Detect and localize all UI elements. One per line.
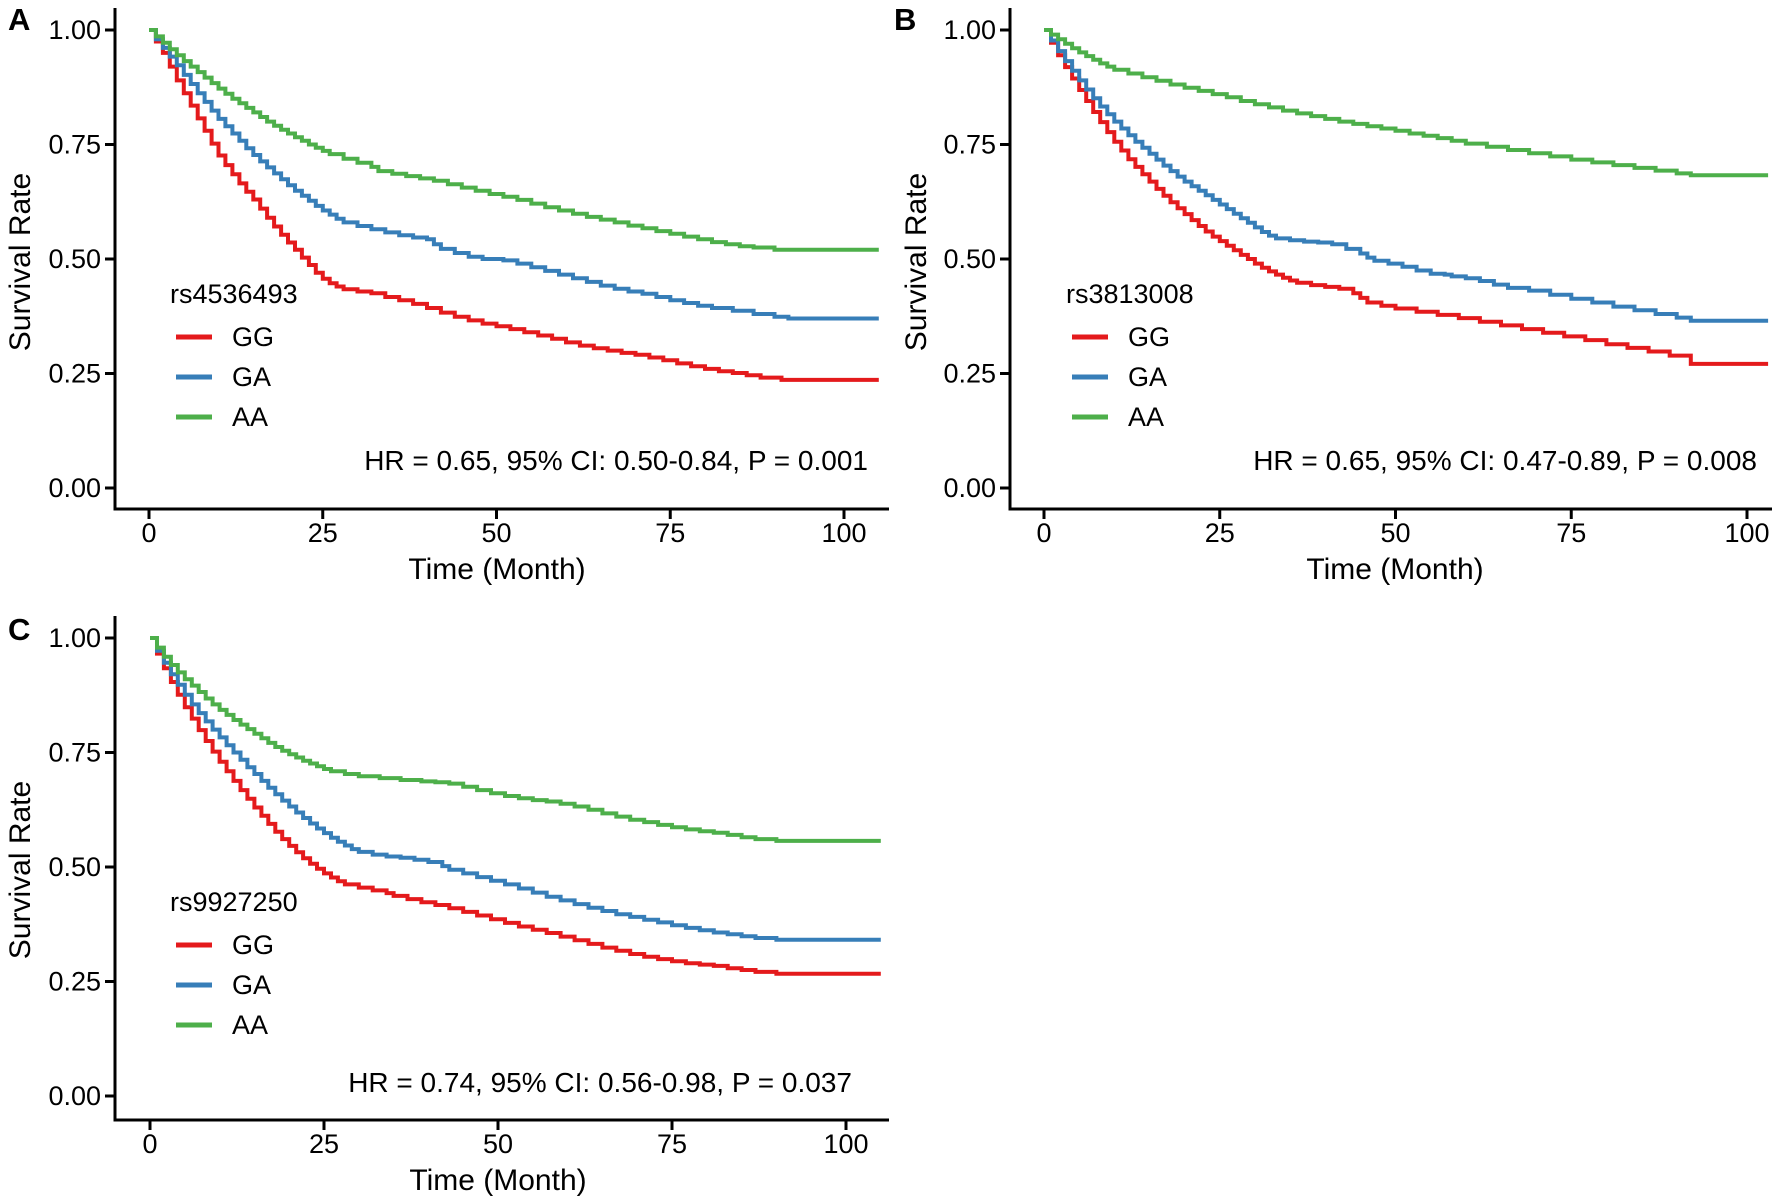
x-tick-label: 50 (1380, 518, 1410, 548)
legend-label-GG: GG (1128, 322, 1170, 352)
x-axis-title: Time (Month) (408, 553, 585, 586)
y-tick-label: 0.75 (943, 130, 996, 160)
legend-label-GG: GG (232, 322, 274, 352)
panel-letter: B (894, 2, 916, 37)
panel-A: 1.00 0.75 0.50 0.25 0.00 0 25 50 75 100 Time (Mont… (4, 2, 889, 586)
legend-item-GA: GA (1072, 362, 1167, 392)
y-tick-label: 0.75 (48, 130, 101, 160)
y-tick-label: 0.50 (943, 244, 996, 274)
x-tick-label: 50 (481, 518, 511, 548)
legend-item-GG: GG (176, 930, 274, 960)
x-tick-label: 0 (142, 1129, 157, 1159)
legend-label-GA: GA (232, 362, 271, 392)
x-tick-label: 100 (823, 1129, 868, 1159)
y-tick-label: 1.00 (48, 623, 101, 653)
legend-label-AA: AA (1128, 402, 1164, 432)
legend-label-AA: AA (232, 402, 268, 432)
km-curve-GG (1044, 28, 1769, 366)
panel-letter: A (8, 2, 30, 37)
legend-title: rs3813008 (1066, 279, 1194, 309)
legend-label-GA: GA (1128, 362, 1167, 392)
hr-annotation: HR = 0.65, 95% CI: 0.47-0.89, P = 0.008 (1253, 445, 1757, 476)
legend-title: rs9927250 (170, 887, 298, 917)
x-axis-title: Time (Month) (409, 1164, 586, 1197)
x-tick-label: 75 (657, 1129, 687, 1159)
legend-item-GG: GG (176, 322, 274, 352)
y-tick-label: 0.00 (943, 473, 996, 503)
y-axis-title: Survival Rate (900, 173, 933, 351)
x-tick-label: 25 (308, 518, 338, 548)
x-tick-label: 0 (141, 518, 156, 548)
legend-item-AA: AA (176, 1010, 268, 1040)
y-tick-label: 0.75 (48, 738, 101, 768)
legend-label-GA: GA (232, 970, 271, 1000)
km-curve-GA (1044, 28, 1769, 323)
legend-item-GA: GA (176, 970, 271, 1000)
x-tick-label: 25 (309, 1129, 339, 1159)
x-tick-label: 0 (1036, 518, 1051, 548)
x-tick-label: 75 (655, 518, 685, 548)
legend-label-GG: GG (232, 930, 274, 960)
legend-item-GA: GA (176, 362, 271, 392)
hr-annotation: HR = 0.74, 95% CI: 0.56-0.98, P = 0.037 (348, 1067, 852, 1098)
panel-C: 1.00 0.75 0.50 0.25 0.00 0 25 50 75 100 Time (Mont… (4, 612, 889, 1197)
legend-item-GG: GG (1072, 322, 1170, 352)
y-tick-label: 0.25 (48, 359, 101, 389)
y-tick-label: 0.25 (48, 967, 101, 997)
y-tick-label: 1.00 (943, 15, 996, 45)
km-curve-GA (149, 28, 879, 321)
y-tick-label: 1.00 (48, 15, 101, 45)
y-axis-title: Survival Rate (4, 173, 37, 351)
km-curve-GG (149, 28, 879, 382)
km-curve-AA (149, 28, 879, 252)
panel-letter: C (8, 612, 30, 647)
x-tick-label: 75 (1556, 518, 1586, 548)
legend-item-AA: AA (176, 402, 268, 432)
y-tick-label: 0.50 (48, 852, 101, 882)
legend-item-AA: AA (1072, 402, 1164, 432)
y-tick-label: 0.50 (48, 244, 101, 274)
x-axis-title: Time (Month) (1306, 553, 1483, 586)
km-curve-GA (150, 636, 881, 942)
y-axis-title: Survival Rate (4, 781, 37, 959)
x-tick-label: 100 (821, 518, 866, 548)
y-tick-label: 0.25 (943, 359, 996, 389)
legend-label-AA: AA (232, 1010, 268, 1040)
km-curve-GG (150, 636, 881, 976)
legend-title: rs4536493 (170, 279, 298, 309)
x-tick-label: 100 (1724, 518, 1769, 548)
km-curve-AA (150, 636, 881, 843)
y-tick-label: 0.00 (48, 473, 101, 503)
x-tick-label: 50 (483, 1129, 513, 1159)
hr-annotation: HR = 0.65, 95% CI: 0.50-0.84, P = 0.001 (364, 445, 868, 476)
x-tick-label: 25 (1205, 518, 1235, 548)
y-tick-label: 0.00 (48, 1081, 101, 1111)
km-curve-AA (1044, 28, 1769, 178)
panel-B: 1.00 0.75 0.50 0.25 0.00 0 25 50 75 100 Time (Mont… (894, 2, 1772, 586)
